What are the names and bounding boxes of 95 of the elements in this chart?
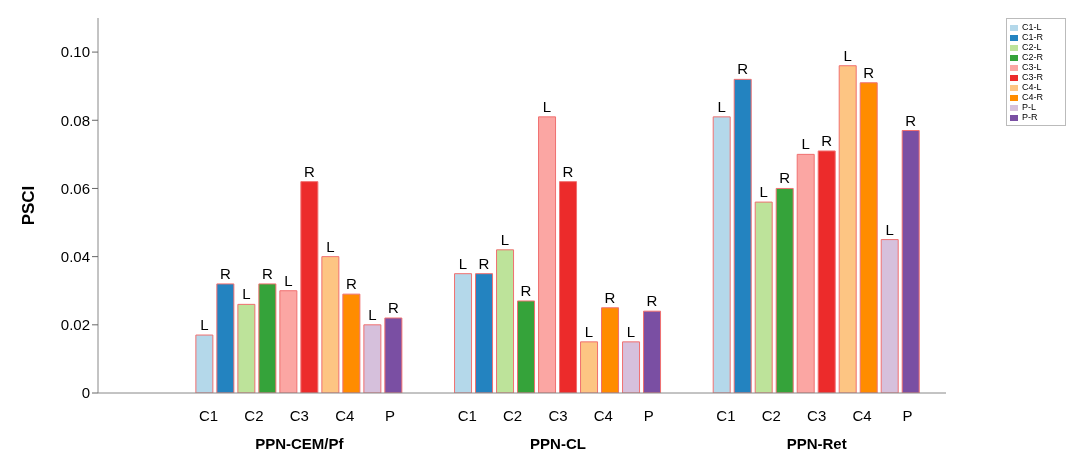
bar — [601, 307, 620, 393]
data-label: R — [604, 288, 616, 306]
bar — [796, 153, 815, 393]
bar — [901, 130, 920, 393]
data-label: L — [843, 46, 852, 64]
y-tick-label: 0.04 — [60, 247, 90, 265]
text: P — [902, 407, 913, 424]
bar — [321, 256, 340, 393]
text: P — [643, 407, 654, 424]
data-label: R — [821, 131, 833, 149]
data-label: R — [905, 111, 917, 129]
data-label: R — [863, 63, 875, 81]
bar — [475, 273, 494, 393]
bar — [454, 273, 473, 393]
data-label: R — [478, 254, 490, 272]
bar — [258, 283, 277, 393]
text: C1 — [716, 407, 736, 424]
data-label: R — [387, 299, 399, 316]
bar — [300, 181, 319, 393]
data-label: R — [345, 275, 357, 293]
legend-label: C1-R — [1022, 32, 1044, 42]
bar — [622, 341, 641, 393]
legend-label: C3-R — [1022, 72, 1044, 82]
data-label: L — [542, 97, 552, 115]
x-tick-label: PPN-Ret — [786, 435, 847, 452]
legend-label: P-R — [1022, 112, 1038, 122]
legend-label: C4-R — [1022, 92, 1044, 102]
y-tick-label: 0 — [81, 384, 90, 402]
data-label: L — [284, 271, 293, 289]
bar — [517, 300, 536, 393]
data-label: L — [458, 254, 468, 272]
data-label: R — [219, 264, 231, 282]
legend-label: C2-L — [1022, 42, 1042, 52]
data-label: L — [584, 322, 594, 340]
legend-label: P-L — [1022, 102, 1037, 112]
text: C1 — [457, 407, 477, 424]
legend-label: C2-R — [1022, 52, 1044, 62]
bar — [279, 290, 298, 393]
text: C2 — [244, 407, 264, 424]
text: C1 — [198, 407, 219, 424]
data-label: R — [646, 292, 658, 310]
data-label: R — [520, 281, 532, 299]
data-label: L — [326, 237, 335, 255]
text: C2 — [503, 407, 523, 424]
bar — [195, 334, 214, 393]
bar — [580, 341, 599, 393]
text: C3 — [289, 407, 309, 424]
text: C4 — [852, 407, 872, 424]
y-tick-label: 0.06 — [60, 179, 90, 197]
bar — [838, 65, 857, 393]
bar — [775, 187, 794, 393]
text: C2 — [761, 407, 781, 424]
data-label: L — [626, 322, 636, 340]
text: C4 — [593, 407, 613, 424]
data-label: L — [801, 135, 810, 153]
y-tick-label: 0.08 — [60, 111, 90, 129]
data-label: R — [737, 60, 749, 78]
data-label: L — [242, 285, 251, 303]
bar — [754, 201, 773, 393]
data-label: L — [717, 97, 726, 115]
text: C3 — [807, 407, 827, 424]
bar — [237, 303, 256, 393]
y-tick-label: 0.02 — [60, 316, 90, 334]
data-label: R — [779, 169, 791, 187]
data-label: L — [368, 305, 377, 323]
bar — [712, 116, 731, 393]
x-tick-label: PPN-CL — [530, 435, 586, 452]
x-tick-label: PPN-CEM/Pf — [255, 435, 345, 452]
data-label: L — [759, 183, 768, 201]
data-label: R — [303, 162, 315, 180]
bar — [216, 283, 235, 393]
data-label: R — [261, 264, 273, 282]
data-label: R — [562, 162, 574, 180]
bar — [384, 317, 403, 393]
text: C4 — [335, 407, 355, 424]
bar — [859, 82, 878, 393]
bar — [496, 249, 515, 393]
bar — [643, 310, 662, 393]
legend-label: C4-L — [1022, 82, 1042, 92]
text: P — [385, 407, 396, 424]
bar — [559, 181, 578, 393]
legend-label: C3-L — [1022, 62, 1042, 72]
y-tick-label: 0.10 — [60, 43, 90, 61]
bar — [733, 78, 752, 393]
data-label: L — [200, 316, 209, 334]
bar — [363, 324, 382, 393]
bar — [880, 239, 899, 393]
data-label: L — [885, 220, 894, 238]
bar — [817, 150, 836, 393]
data-label: L — [500, 230, 510, 248]
legend-label: C1-L — [1022, 22, 1042, 32]
y-axis-title: PSCI — [19, 185, 39, 226]
bar — [342, 293, 361, 393]
bar — [538, 116, 557, 393]
text: C3 — [548, 407, 568, 424]
